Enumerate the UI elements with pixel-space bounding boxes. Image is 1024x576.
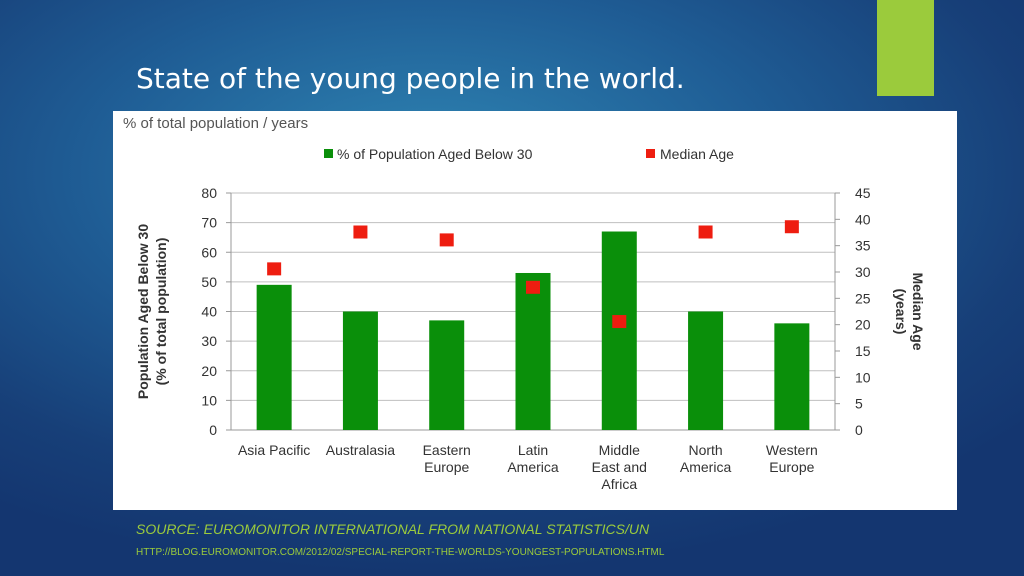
x-tick-label: North America [680, 442, 732, 475]
median-marker [526, 280, 540, 294]
x-tick-label: Eastern Europe [423, 442, 471, 475]
legend-label-median: Median Age [660, 146, 734, 162]
y-left-tick-label: 20 [201, 363, 217, 379]
bar [774, 323, 810, 430]
y-right-tick-label: 10 [855, 369, 871, 385]
bar [429, 320, 465, 430]
median-marker [612, 315, 627, 329]
legend-swatch-bar [324, 149, 333, 158]
y-left-axis-title: Population Aged Below 30 (% of total popu… [135, 224, 169, 399]
median-marker [439, 233, 454, 247]
y-left-tick-label: 70 [201, 215, 217, 231]
chart-title: % of total population / years [123, 115, 308, 132]
y-right-tick-label: 40 [855, 211, 871, 227]
y-left-tick-label: 10 [201, 392, 217, 408]
y-right-tick-label: 45 [855, 185, 871, 201]
legend-swatch-median [646, 149, 655, 158]
bar [342, 311, 378, 430]
y-left-tick-label: 50 [201, 274, 217, 290]
y-right-tick-label: 5 [855, 396, 863, 412]
y-left-tick-label: 0 [209, 422, 217, 438]
y-right-axis-title: Median Age(years) [893, 272, 926, 350]
bar [256, 284, 292, 430]
median-marker [698, 225, 713, 239]
y-right-tick-label: 0 [855, 422, 863, 438]
median-marker [784, 220, 799, 234]
y-right-tick-label: 35 [855, 238, 871, 254]
x-tick-label: Western Europe [766, 442, 818, 475]
chart-panel: % of total population / years % of Popula… [113, 111, 957, 510]
y-left-tick-label: 30 [201, 333, 217, 349]
x-tick-label: Australasia [326, 442, 395, 458]
bar [601, 231, 637, 430]
y-right-tick-label: 15 [855, 343, 871, 359]
y-left-tick-label: 40 [201, 304, 217, 320]
bar [688, 311, 724, 430]
median-marker [353, 225, 368, 239]
source-url[interactable]: HTTP://BLOG.EUROMONITOR.COM/2012/02/SPEC… [136, 547, 665, 558]
chart: % of total population / years % of Popula… [123, 115, 926, 492]
x-tick-label: Middle East and Africa [592, 442, 647, 492]
accent-bar [877, 0, 934, 96]
y-left-tick-label: 80 [201, 185, 217, 201]
source-text: SOURCE: EUROMONITOR INTERNATIONAL FROM N… [136, 521, 650, 537]
median-marker [267, 262, 282, 276]
slide-title: State of the young people in the world. [136, 62, 685, 95]
y-right-tick-label: 20 [855, 317, 871, 333]
legend-label-bar: % of Population Aged Below 30 [337, 146, 533, 162]
x-tick-label: Latin America [507, 442, 559, 475]
x-tick-label: Asia Pacific [238, 442, 310, 458]
y-right-tick-label: 25 [855, 290, 871, 306]
bar [515, 272, 551, 430]
y-right-tick-label: 30 [855, 264, 871, 280]
y-left-tick-label: 60 [201, 244, 217, 260]
